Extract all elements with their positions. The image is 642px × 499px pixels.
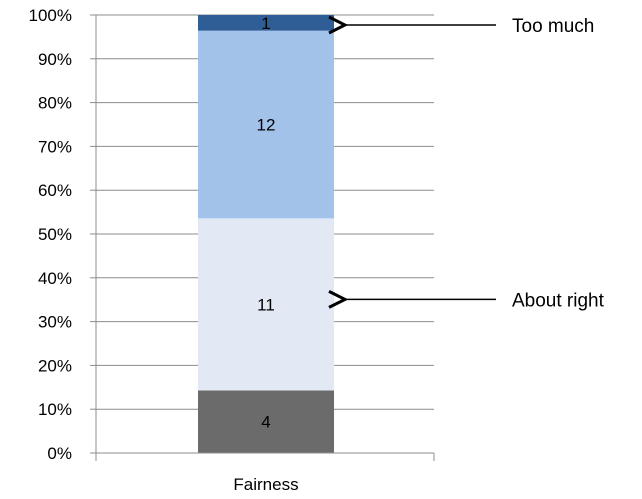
bar-stack [198, 15, 334, 453]
y-tick-label: 0% [47, 444, 72, 463]
bar-segment [198, 390, 334, 453]
y-tick-label: 30% [38, 313, 72, 332]
y-tick-label: 90% [38, 50, 72, 69]
bar-segment [198, 218, 334, 391]
segment-value-label: 11 [257, 295, 275, 314]
y-tick-label: 20% [38, 356, 72, 375]
segment-value-label: 12 [257, 116, 276, 135]
segment-value-label: 4 [261, 413, 270, 432]
x-axis-ticks: Fairness [233, 475, 298, 494]
segment-labels: 4 11 12 1 [257, 14, 276, 432]
y-tick-label: 100% [29, 6, 72, 25]
y-tick-label: 40% [38, 269, 72, 288]
y-tick-label: 50% [38, 225, 72, 244]
bar-segment [198, 30, 334, 219]
annotation-label: Too much [512, 16, 594, 37]
y-tick-label: 60% [38, 181, 72, 200]
y-tick-label: 70% [38, 137, 72, 156]
bar-segment [198, 15, 334, 31]
annotations: Too much About right [345, 16, 605, 311]
y-tick-label: 80% [38, 94, 72, 113]
segment-value-label: 1 [261, 14, 270, 33]
y-axis-ticks: 0% 10% 20% 30% 40% 50% 60% 70% 80% 90% 100% [29, 6, 96, 463]
annotation-label: About right [512, 290, 605, 311]
x-category-label: Fairness [233, 475, 298, 494]
y-tick-label: 10% [38, 400, 72, 419]
